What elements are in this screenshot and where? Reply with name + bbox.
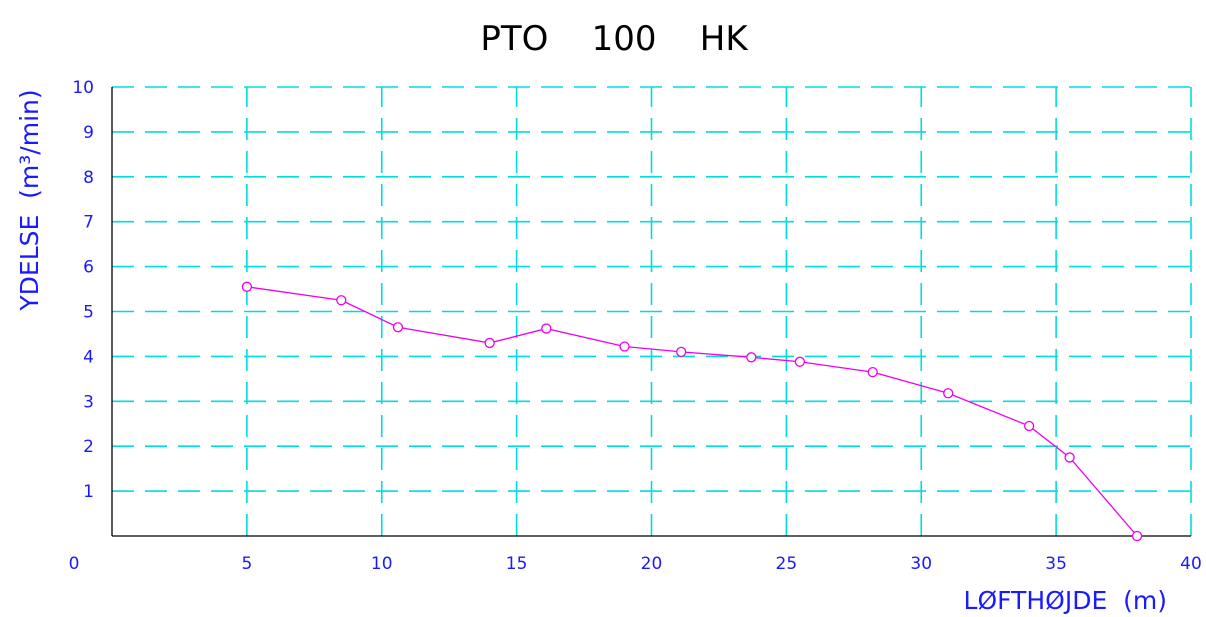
data-point-marker bbox=[336, 295, 347, 306]
data-point-marker bbox=[392, 322, 404, 333]
y-tick-label: 9 bbox=[83, 123, 94, 143]
x-tick-label: 5 bbox=[241, 554, 252, 574]
y-tick-label: 1 bbox=[83, 482, 94, 502]
x-tick-label: 15 bbox=[506, 554, 528, 574]
y-tick-label: 8 bbox=[83, 168, 94, 188]
y-tick-label: 10 bbox=[72, 78, 94, 98]
y-tick-label: 5 bbox=[83, 303, 94, 323]
x-axis-label: LØFTHØJDE (m) bbox=[964, 586, 1167, 615]
chart-title: PTO 100 HK bbox=[480, 19, 749, 59]
data-point-marker bbox=[794, 356, 806, 367]
data-point-marker bbox=[541, 323, 552, 334]
data-series bbox=[241, 281, 1143, 542]
data-point-marker bbox=[484, 337, 495, 349]
y-tick-label: 6 bbox=[83, 258, 94, 278]
data-point-marker bbox=[1064, 452, 1075, 463]
data-point-marker bbox=[1024, 420, 1035, 432]
y-tick-label: 2 bbox=[83, 437, 94, 457]
x-tick-label: 0 bbox=[69, 554, 80, 574]
tick-labels: 0 5 10 15 20 25 30 35 40 1 2 3 4 5 6 7 8 9 10 bbox=[69, 78, 1202, 574]
x-tick-label: 35 bbox=[1045, 554, 1067, 574]
data-point-marker bbox=[676, 346, 687, 358]
x-tick-label: 30 bbox=[910, 554, 932, 574]
data-point-marker bbox=[619, 341, 630, 352]
y-tick-label: 7 bbox=[83, 213, 94, 233]
x-tick-label: 25 bbox=[776, 554, 798, 574]
x-tick-label: 10 bbox=[371, 554, 393, 574]
x-tick-label: 40 bbox=[1180, 554, 1202, 574]
x-tick-label: 20 bbox=[641, 554, 663, 574]
data-point-marker bbox=[241, 281, 253, 292]
axes bbox=[111, 87, 1191, 537]
grid-lines bbox=[112, 86, 1192, 536]
y-tick-label: 4 bbox=[83, 347, 94, 367]
series-line bbox=[246, 286, 1138, 537]
y-tick-label: 3 bbox=[83, 392, 94, 412]
data-point-marker bbox=[1131, 530, 1143, 542]
data-point-marker bbox=[746, 352, 757, 363]
data-point-marker bbox=[867, 366, 878, 378]
y-axis-label: YDELSE (m³/min) bbox=[15, 89, 44, 311]
data-point-marker bbox=[943, 388, 954, 399]
